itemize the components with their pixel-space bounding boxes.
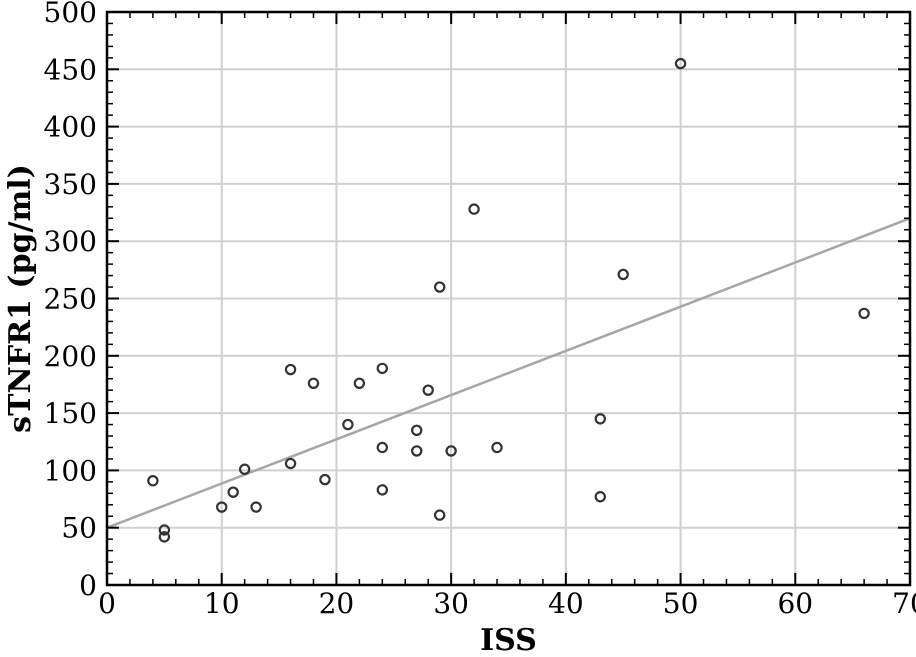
data-point	[238, 463, 251, 475]
data-point	[216, 501, 228, 513]
y-tick-label: 500	[44, 0, 97, 29]
data-point	[491, 441, 503, 454]
data-point	[433, 509, 446, 521]
y-tick-label: 0	[79, 569, 97, 602]
data-point	[250, 501, 262, 513]
data-point	[594, 413, 606, 425]
trend-line-group	[106, 217, 911, 529]
data-point	[353, 377, 366, 390]
data-point	[376, 484, 389, 496]
data-point	[468, 203, 480, 215]
data-points	[147, 57, 870, 543]
data-point	[319, 473, 331, 486]
x-tick-label: 10	[204, 587, 240, 620]
y-tick-label: 200	[44, 340, 97, 373]
data-point	[158, 531, 171, 543]
data-point	[422, 384, 434, 396]
data-point	[376, 441, 389, 454]
y-tick-label: 50	[61, 512, 97, 545]
data-point	[411, 424, 423, 436]
x-axis-tick-labels: 0 10 20 30 40 50 60 70	[98, 587, 916, 620]
y-tick-label: 150	[44, 397, 97, 430]
x-tick-label: 50	[663, 587, 699, 620]
x-tick-label: 30	[433, 587, 469, 620]
data-point	[307, 377, 320, 390]
data-point	[433, 281, 446, 293]
x-tick-label: 20	[319, 587, 355, 620]
y-tick-label: 100	[44, 454, 97, 487]
y-tick-label: 450	[44, 53, 97, 86]
data-point	[858, 307, 870, 320]
x-axis-title: ISS	[480, 623, 537, 657]
y-tick-label: 250	[44, 283, 97, 316]
data-point	[284, 363, 297, 376]
data-point	[158, 524, 171, 536]
y-tick-label: 350	[44, 168, 97, 201]
y-axis-title: sTNFR1 (pg/ml)	[3, 164, 38, 433]
x-tick-label: 0	[98, 587, 116, 620]
x-tick-label: 40	[548, 587, 584, 620]
data-point	[342, 418, 354, 431]
data-point	[445, 445, 457, 457]
data-point	[147, 475, 159, 487]
data-point	[594, 491, 606, 503]
y-axis-tick-labels: 0 50 100 150 200 250 300 350 400 450 500	[44, 0, 97, 602]
axis-ticks	[106, 11, 911, 586]
data-point	[284, 457, 297, 470]
y-tick-label: 300	[44, 225, 97, 258]
data-point	[617, 268, 629, 281]
data-point	[227, 486, 239, 498]
data-point	[376, 362, 389, 375]
x-tick-label: 60	[777, 587, 813, 620]
trend-line	[106, 217, 911, 529]
y-tick-label: 400	[44, 111, 97, 144]
data-point	[411, 445, 423, 457]
data-point	[674, 57, 687, 70]
x-tick-label: 70	[892, 587, 916, 620]
grid-lines	[107, 12, 910, 585]
